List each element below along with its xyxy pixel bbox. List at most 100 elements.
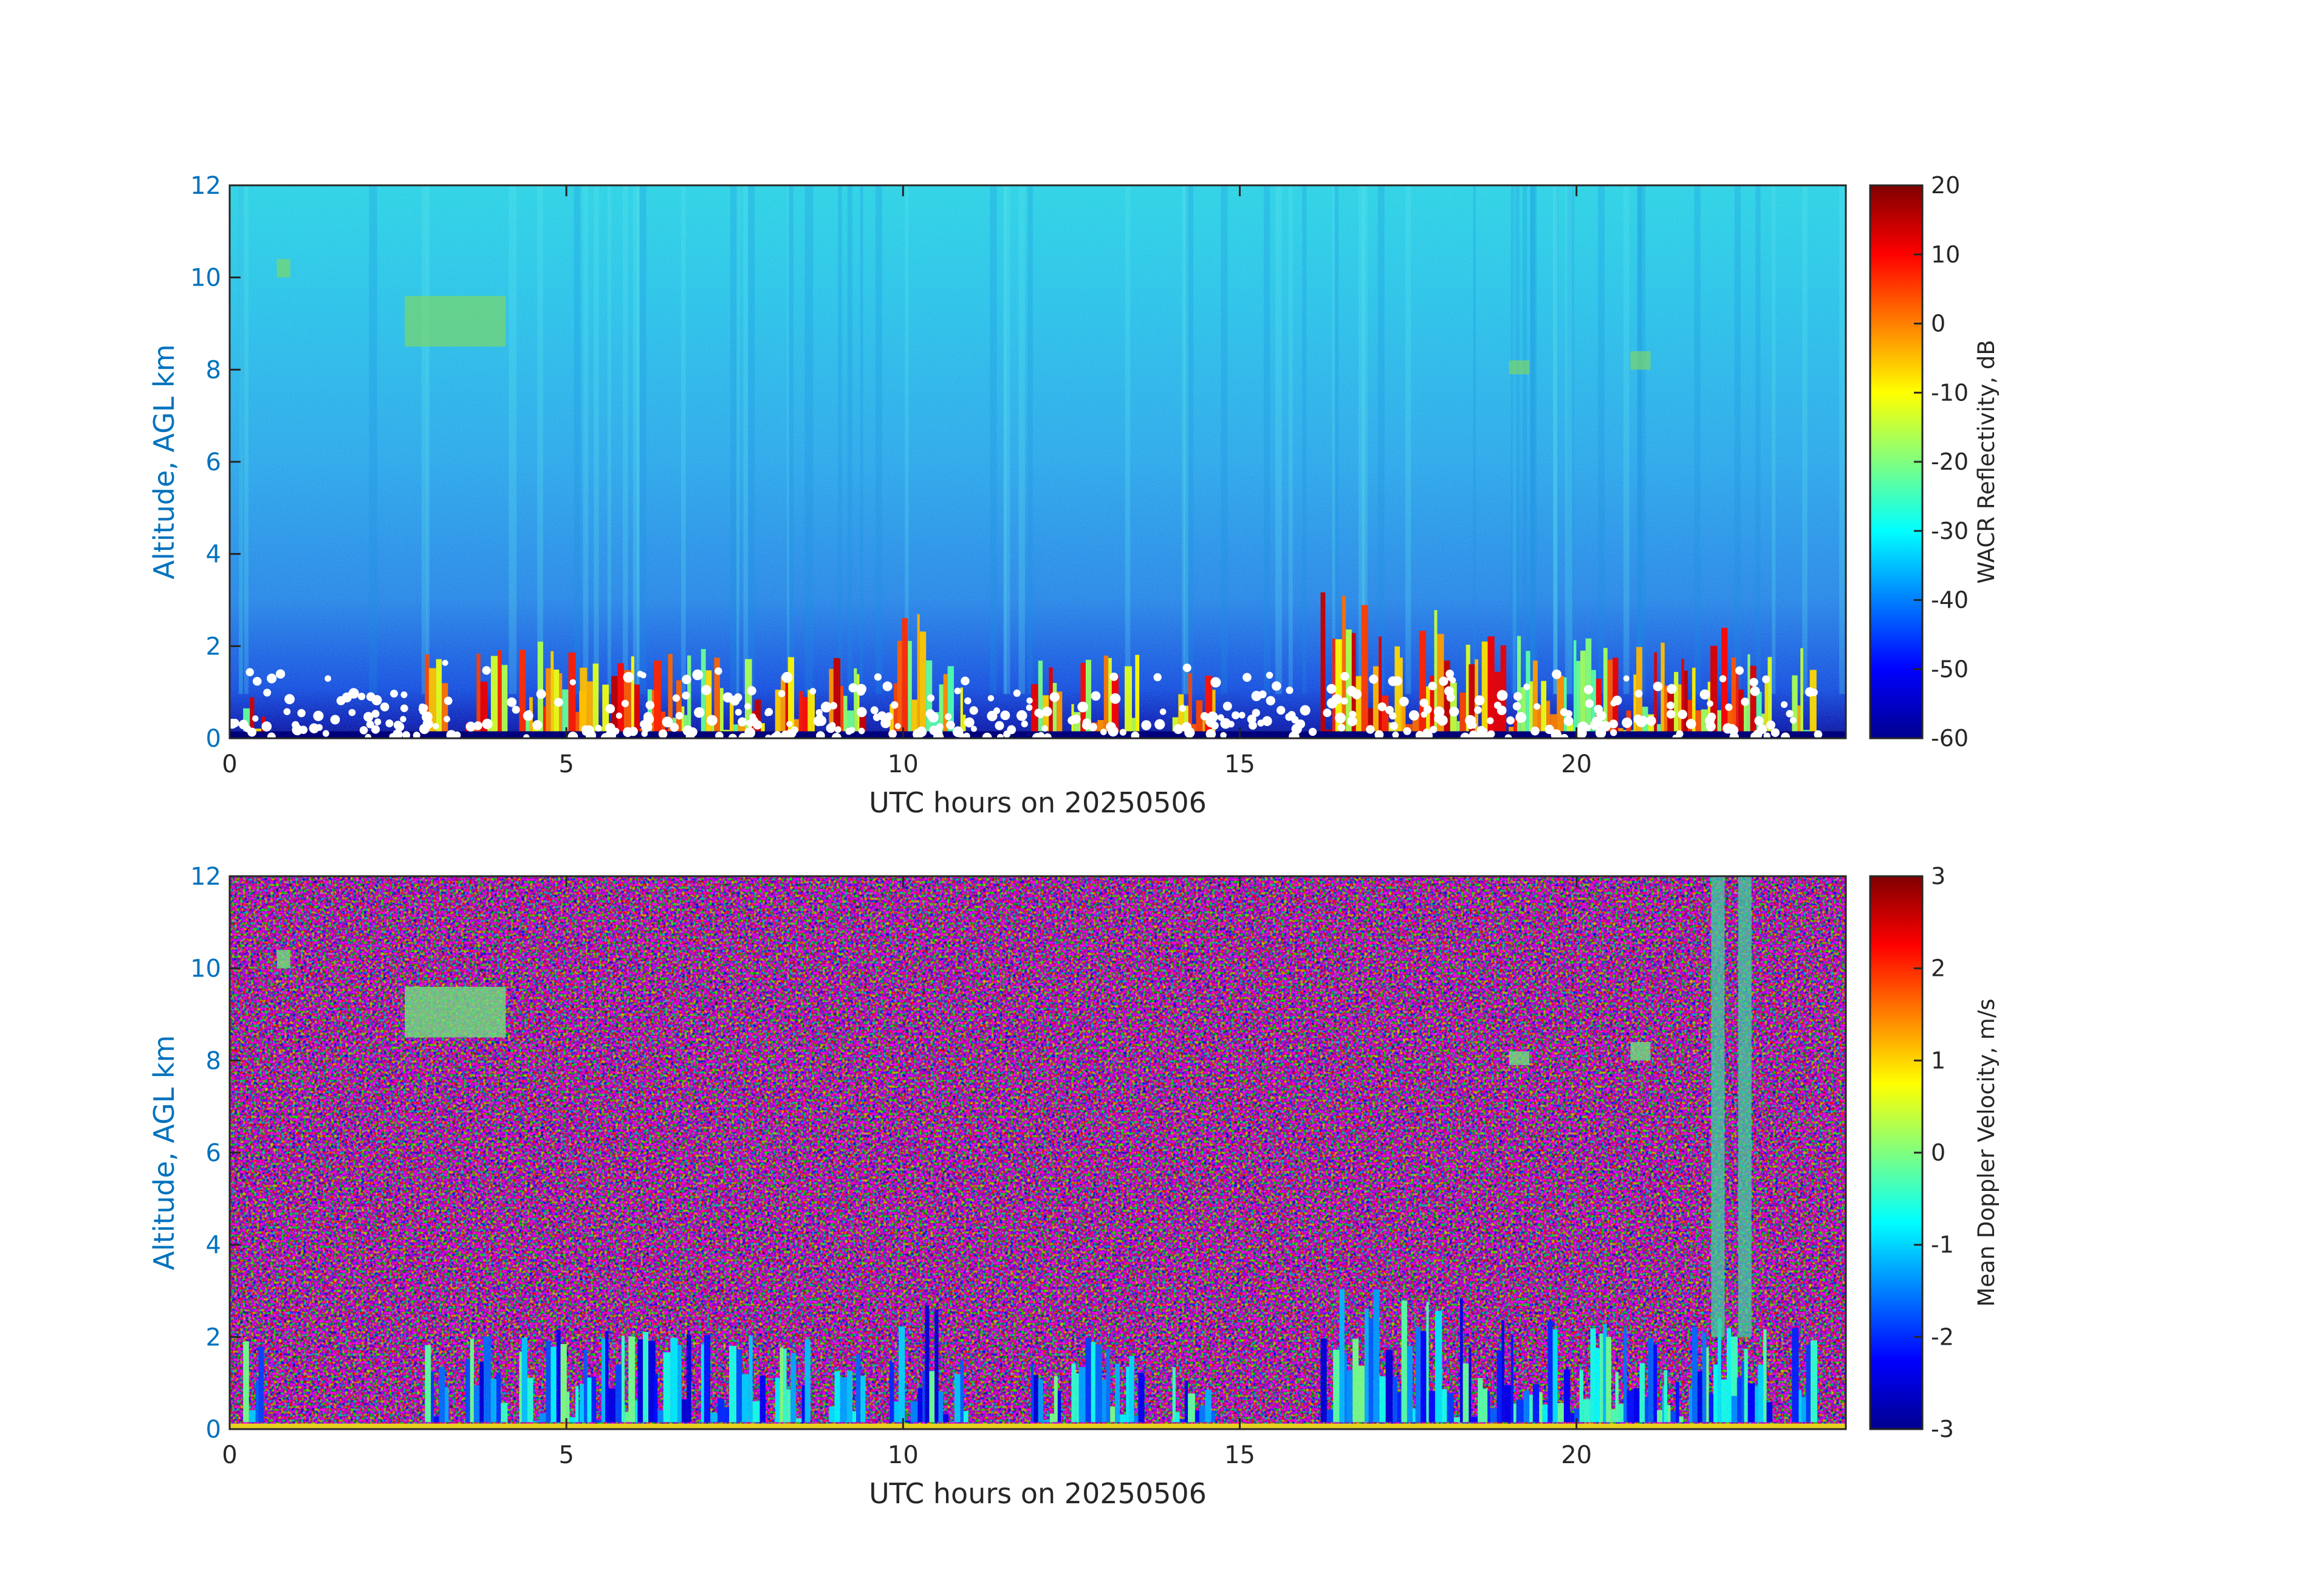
velocity-column-strip (1570, 1413, 1574, 1422)
white-marker (1504, 734, 1512, 738)
cloud-column-strip (1631, 730, 1634, 732)
white-marker (1623, 675, 1630, 682)
white-marker (482, 666, 491, 675)
white-marker (1585, 699, 1594, 708)
noise-streak (1637, 185, 1642, 695)
velocity-column-strip (1648, 1338, 1654, 1422)
white-marker (1754, 716, 1764, 725)
white-marker (1719, 675, 1727, 682)
cloud-column-strip (1052, 682, 1057, 732)
reflectivity-colorbar-label: WACR Reflectivity, dB (1973, 340, 2000, 584)
white-marker (1232, 711, 1240, 719)
white-marker (512, 705, 520, 714)
white-marker (1262, 716, 1272, 726)
cloud-column-strip (738, 724, 746, 732)
velocity-column-strip (1736, 1377, 1742, 1422)
cloud-column-strip (1636, 647, 1642, 732)
white-marker (1513, 691, 1523, 701)
white-marker (747, 686, 756, 696)
white-marker (245, 668, 254, 676)
cloud-column-strip (960, 687, 963, 732)
reflectivity-y-ticks: 0 2 4 6 8 10 12 (190, 172, 241, 753)
noise-streak (1530, 185, 1535, 695)
reflectivity-axes: 0 5 10 15 20 0 2 4 6 8 10 12 UTC hours on 20250506… (148, 172, 1847, 819)
cloud-column-strip (568, 652, 576, 732)
white-marker (987, 710, 998, 721)
velocity-column-strip (445, 1387, 449, 1422)
cloud-column-strip (243, 708, 250, 732)
noise-streak (788, 185, 794, 695)
velocity-column-strip (575, 1386, 579, 1422)
white-marker (1735, 666, 1744, 675)
white-marker (1460, 732, 1470, 738)
cloud-column-strip (1342, 595, 1346, 732)
white-marker (1220, 718, 1231, 729)
white-marker (670, 722, 679, 732)
white-marker (1474, 695, 1485, 706)
velocity-column-strip (1175, 1412, 1180, 1422)
noise-streak (1567, 185, 1574, 695)
white-marker (418, 704, 428, 713)
velocity-column-strip (1633, 1388, 1640, 1422)
noise-streak (1027, 185, 1033, 695)
cloud-column-strip (1692, 667, 1696, 732)
velocity-column-strip (1195, 1410, 1199, 1422)
white-marker (1000, 710, 1010, 721)
cloud-column-strip (602, 684, 609, 732)
velocity-column-strip (1731, 1396, 1737, 1422)
upper-cloud-feature (276, 259, 290, 278)
white-marker (1286, 686, 1294, 695)
velocity-column-strip (479, 1362, 484, 1422)
cloud-column-strip (631, 656, 634, 732)
noise-streak (1553, 185, 1558, 695)
white-marker (1272, 681, 1281, 691)
cloud-column-strip (723, 730, 730, 732)
velocity-column-strip (1755, 1386, 1758, 1422)
white-marker (1534, 703, 1541, 710)
velocity-column-strip (943, 1414, 948, 1422)
cloud-column-strip (1346, 629, 1352, 732)
velocity-column-strip (1352, 1339, 1359, 1422)
white-marker (1222, 701, 1232, 711)
white-marker (442, 659, 448, 666)
white-marker (1786, 710, 1794, 718)
velocity-y-ticks: 0 2 4 6 8 10 12 (190, 863, 241, 1444)
white-marker (1594, 704, 1603, 714)
velocity-column-strip (1393, 1376, 1397, 1422)
velocity-column-strip (780, 1347, 784, 1422)
cloud-column-strip (1667, 687, 1674, 732)
velocity-column-strip (1510, 1334, 1513, 1422)
cloud-column-strip (1080, 662, 1086, 732)
white-marker (1789, 716, 1797, 724)
noise-streak (421, 185, 428, 695)
white-marker (820, 701, 832, 713)
white-marker (1385, 705, 1394, 715)
white-marker (1423, 705, 1432, 714)
velocity-column-strip (1478, 1377, 1483, 1422)
velocity-column-strip (783, 1348, 787, 1422)
velocity-column-strip (1670, 1411, 1676, 1422)
velocity-column-strip (546, 1340, 551, 1422)
noise-streak (632, 185, 639, 695)
cloud-column-strip (1687, 699, 1692, 732)
cloud-column-strip (847, 710, 854, 732)
white-marker (267, 732, 276, 738)
white-marker (284, 694, 295, 705)
cloud-column-strip (1563, 677, 1567, 732)
velocity-column-strip (790, 1353, 797, 1422)
colorbar-tick-label: -50 (1931, 656, 1969, 682)
white-marker (358, 692, 366, 701)
velocity-column-strip (591, 1376, 597, 1422)
cloud-column-strip (1459, 692, 1466, 732)
velocity-column-strip (1106, 1349, 1111, 1422)
velocity-column-strip (1407, 1346, 1413, 1422)
white-marker (927, 694, 935, 702)
cloud-column-strip (1400, 657, 1403, 732)
y-tick-label: 0 (206, 725, 221, 753)
velocity-column-strip (1199, 1405, 1205, 1422)
velocity-column-strip (1806, 1345, 1811, 1422)
velocity-column-strip (801, 1385, 805, 1422)
white-marker (848, 683, 858, 693)
white-marker (1750, 732, 1759, 738)
white-marker (964, 697, 972, 705)
